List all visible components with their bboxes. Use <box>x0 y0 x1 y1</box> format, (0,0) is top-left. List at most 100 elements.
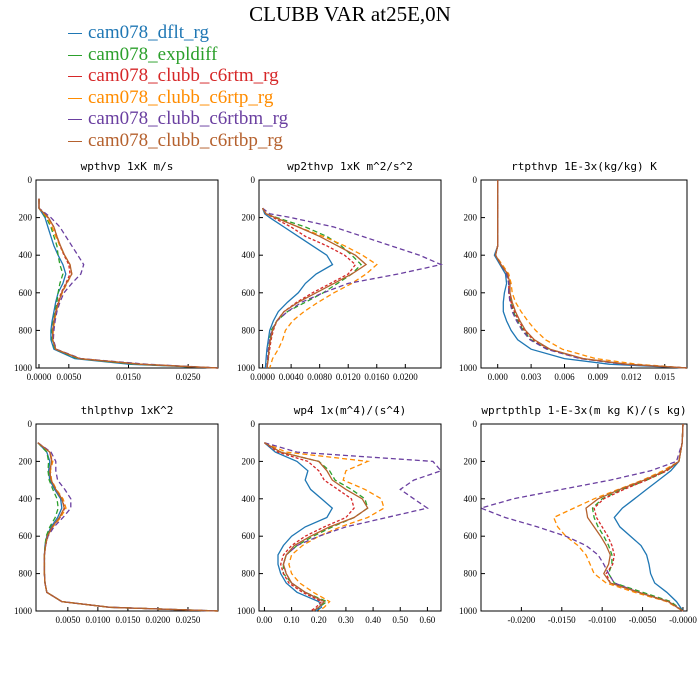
x-tick-label: 0.003 <box>521 372 542 382</box>
y-tick-label: 600 <box>242 531 256 541</box>
panel-frame <box>35 179 219 369</box>
x-tick-label: 0.20 <box>311 615 327 625</box>
y-tick-label: 200 <box>242 456 256 466</box>
x-tick-label: 0.0040 <box>279 372 304 382</box>
y-tick-label: 200 <box>19 456 33 466</box>
x-tick-label: -0.0200 <box>508 615 536 625</box>
panel-frame <box>258 179 442 369</box>
x-tick-label: 0.60 <box>420 615 436 625</box>
legend-label: cam078_dflt_rg <box>88 22 210 43</box>
panel-frame <box>258 423 442 612</box>
y-tick-label: 800 <box>19 325 33 335</box>
series-line <box>593 423 684 612</box>
x-tick-label: -0.0150 <box>548 615 576 625</box>
legend-item: cam078_clubb_c6rtm_rg <box>68 65 288 87</box>
panel-title: wprtpthlp 1-E-3x(m kg K)/(s kg) <box>481 404 686 417</box>
x-tick-label: 0.015 <box>655 372 676 382</box>
series-line <box>37 442 219 612</box>
legend-item: cam078_dflt_rg <box>68 22 288 44</box>
panel-title: wpthvp 1xK m/s <box>81 160 174 173</box>
y-tick-label: 600 <box>464 531 478 541</box>
y-tick-label: 800 <box>464 569 478 579</box>
y-tick-label: 800 <box>242 569 256 579</box>
series-line <box>262 207 357 369</box>
x-tick-label: 0.0250 <box>176 372 201 382</box>
y-tick-label: 0 <box>28 419 33 429</box>
x-tick-label: 0.0050 <box>55 615 80 625</box>
x-tick-label: 0.0000 <box>250 372 275 382</box>
series-line <box>261 207 334 369</box>
y-tick-label: 400 <box>464 250 478 260</box>
series-line <box>262 207 368 369</box>
series-line <box>264 442 385 612</box>
legend-label: cam078_clubb_c6rtbp_rg <box>88 129 283 151</box>
y-tick-label: 0 <box>251 419 256 429</box>
legend-swatch <box>68 33 82 35</box>
legend-swatch <box>68 119 82 121</box>
panel-frame <box>35 423 219 612</box>
y-tick-label: 1000 <box>237 606 256 616</box>
y-tick-label: 1000 <box>459 606 478 616</box>
series-line <box>37 442 219 612</box>
legend-label: cam078_clubb_c6rtp_rg <box>88 86 274 108</box>
legend: cam078_dflt_rg cam078_expldiff cam078_cl… <box>68 22 288 151</box>
y-tick-label: 600 <box>464 288 478 298</box>
x-tick-label: 0.0150 <box>116 372 141 382</box>
x-tick-label: 0.00 <box>257 615 273 625</box>
y-tick-label: 600 <box>19 288 33 298</box>
x-tick-label: -0.0050 <box>629 615 657 625</box>
panel-title: wp2thvp 1xK m^2/s^2 <box>287 160 413 173</box>
legend-label: cam078_clubb_c6rtbm_rg <box>88 108 289 129</box>
series-line <box>494 180 688 369</box>
y-tick-label: 600 <box>242 288 256 298</box>
x-tick-label: 0.0200 <box>146 615 171 625</box>
y-tick-label: 800 <box>242 325 256 335</box>
y-tick-label: 1000 <box>14 606 33 616</box>
series-line <box>264 442 443 612</box>
y-tick-label: 400 <box>242 250 256 260</box>
x-tick-label: 0.10 <box>284 615 300 625</box>
y-tick-label: 800 <box>464 325 478 335</box>
series-line <box>38 198 219 369</box>
panel-frame <box>480 423 688 612</box>
x-tick-label: 0.006 <box>554 372 575 382</box>
x-tick-label: 0.012 <box>621 372 641 382</box>
series-line <box>494 180 688 369</box>
x-tick-label: 0.009 <box>588 372 609 382</box>
legend-swatch <box>68 54 82 56</box>
panel-frame <box>480 179 688 369</box>
y-tick-label: 0 <box>28 175 33 185</box>
y-tick-label: 0 <box>251 175 256 185</box>
x-tick-label: 0.0120 <box>336 372 361 382</box>
series-line <box>264 442 355 612</box>
x-tick-label: 0.0000 <box>27 372 52 382</box>
panel-title: thlpthvp 1xK^2 <box>81 404 174 417</box>
panel-title: rtpthvp 1E-3x(kg/kg) K <box>511 160 657 173</box>
x-tick-label: -0.0100 <box>588 615 616 625</box>
series-line <box>591 423 684 612</box>
x-tick-label: 0.0150 <box>116 615 141 625</box>
y-tick-label: 1000 <box>237 363 256 373</box>
y-tick-label: 200 <box>464 213 478 223</box>
y-tick-label: 600 <box>19 531 33 541</box>
legend-item: cam078_clubb_c6rtbm_rg <box>68 108 288 130</box>
page-title: CLUBB VAR at25E,0N <box>249 2 451 26</box>
legend-swatch <box>68 140 82 142</box>
y-tick-label: 1000 <box>14 363 33 373</box>
y-tick-label: 400 <box>19 494 33 504</box>
panel-title: wp4 1x(m^4)/(s^4) <box>294 404 407 417</box>
series-line <box>262 207 378 369</box>
legend-swatch <box>68 97 82 99</box>
x-tick-label: 0.0250 <box>176 615 201 625</box>
series-line <box>37 442 219 612</box>
y-tick-label: 400 <box>464 494 478 504</box>
series-line <box>263 442 334 612</box>
x-tick-label: 0.30 <box>338 615 354 625</box>
series-line <box>493 180 688 369</box>
x-tick-label: 0.50 <box>392 615 408 625</box>
y-tick-label: 200 <box>19 213 33 223</box>
y-tick-label: 200 <box>242 213 256 223</box>
y-tick-label: 1000 <box>459 363 478 373</box>
legend-item: cam078_expldiff <box>68 44 288 66</box>
